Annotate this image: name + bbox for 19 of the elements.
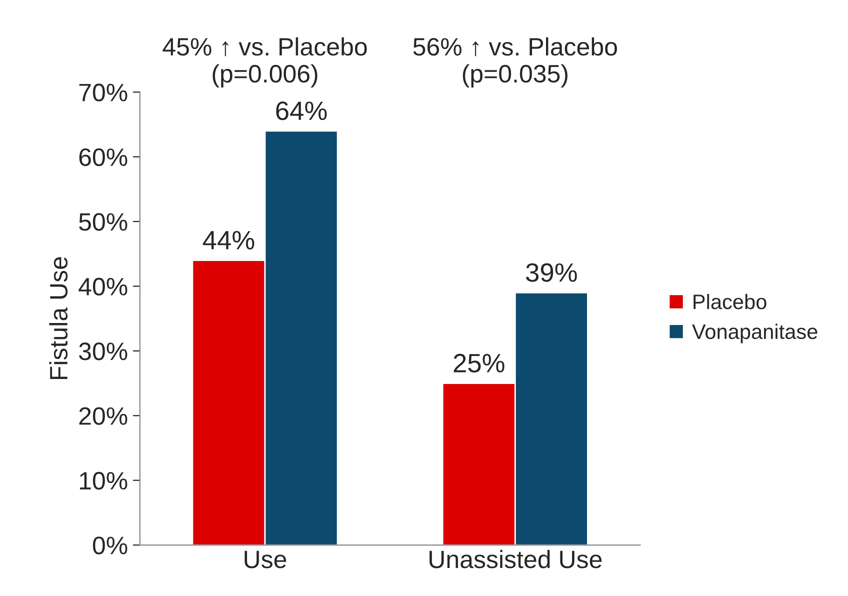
legend-label: Vonapanitase	[692, 324, 818, 344]
y-tick-label: 70%	[79, 84, 128, 102]
y-tick-label: 20%	[79, 407, 128, 425]
y-tick-label: 60%	[79, 148, 128, 166]
x-tick-label: Unassisted Use	[430, 550, 602, 568]
y-tick-label: 10%	[80, 472, 128, 490]
y-tick-label: 30%	[79, 342, 128, 360]
legend-label: Placebo	[694, 294, 766, 310]
text: 25%	[454, 354, 504, 372]
y-tick-label: 0%	[92, 536, 128, 554]
y-tick-label: 40%	[78, 278, 128, 296]
y-axis-title: Fistula Use	[49, 257, 68, 380]
text: 64%	[276, 101, 327, 120]
text: 45% ↑ vs. Placebo (p=0.006)	[162, 37, 367, 88]
text: 56% ↑ vs. Placebo (p=0.035)	[413, 37, 617, 88]
x-tick-label: Use	[244, 550, 286, 568]
text: 39%	[526, 263, 577, 282]
text: 44%	[202, 230, 254, 250]
y-tick-label: 50%	[79, 213, 128, 231]
